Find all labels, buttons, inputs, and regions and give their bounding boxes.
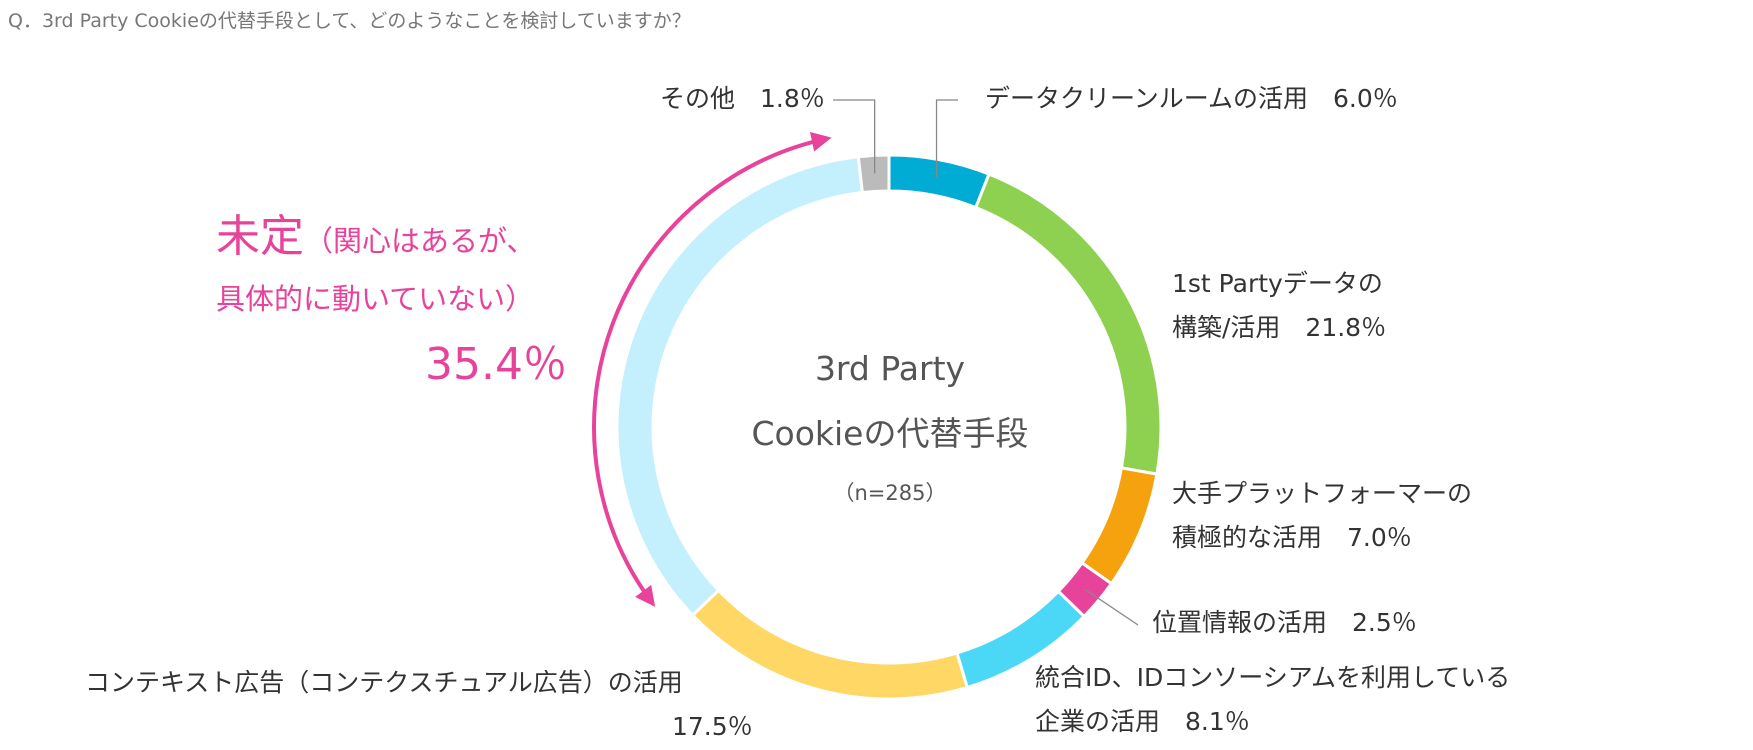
label-platform-line2: 積極的な活用 7.0％: [1172, 523, 1412, 552]
label-location: 位置情報の活用 2.5％: [1152, 608, 1417, 637]
undecided-paren-2: 具体的に動いていない）: [216, 282, 535, 316]
undecided-big-label: 未定: [216, 211, 304, 262]
label-unified-id-line2: 企業の活用 8.1％: [1035, 707, 1250, 736]
label-other: その他 1.8％: [660, 84, 825, 113]
leader-line-location: [1084, 588, 1139, 626]
center-sample-size: （n=285）: [834, 481, 947, 505]
label-data-clean-room: データクリーンルームの活用 6.0％: [985, 84, 1398, 113]
leader-line-data-clean-room: [935, 99, 958, 178]
center-title-line1: 3rd Party: [815, 349, 965, 388]
undecided-paren-1: （関心はあるが、: [304, 224, 536, 258]
label-first-party-line2: 構築/活用 21.8％: [1172, 313, 1387, 342]
donut-segment-6: [690, 588, 970, 701]
leader-lines: [833, 99, 1139, 626]
leader-line-other: [833, 99, 876, 174]
undecided-value: 35.4％: [425, 339, 567, 390]
label-first-party-line1: 1st Partyデータの: [1172, 269, 1383, 298]
question-text: Q．3rd Party Cookieの代替手段として、どのようなことを検討してい…: [8, 10, 691, 32]
donut-segment-1: [887, 153, 991, 210]
label-context-ad-line2: 17.5％: [672, 712, 753, 741]
center-title-line2: Cookieの代替手段: [751, 414, 1028, 453]
donut-segment-3: [1079, 466, 1159, 586]
undecided-range-arrow: [592, 132, 832, 607]
label-unified-id-line1: 統合ID、IDコンソーシアムを利用している: [1035, 663, 1511, 692]
label-platform-line1: 大手プラットフォーマーの: [1172, 479, 1473, 508]
undecided-title: 未定（関心はあるが、: [216, 200, 535, 264]
donut-segment-8: [856, 153, 891, 195]
label-context-ad-line1: コンテキスト広告（コンテクスチュアル広告）の活用: [85, 668, 683, 697]
